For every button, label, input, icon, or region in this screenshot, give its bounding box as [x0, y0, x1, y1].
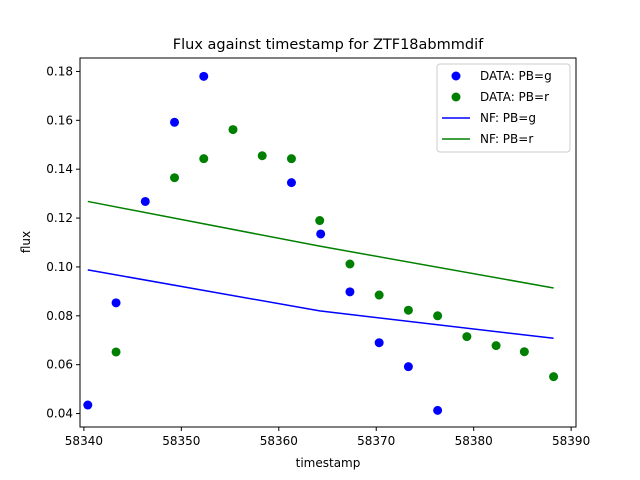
x-tick-label-1: 58350 [162, 434, 200, 448]
plot-marks [83, 71, 559, 415]
y-tick-label-3: 0.10 [46, 260, 73, 274]
legend-label-2: NF: PB=g [480, 111, 536, 125]
y-tick-label-0: 0.04 [46, 407, 73, 421]
data-point-s0-2 [140, 196, 150, 206]
x-tick-label-0: 58340 [65, 434, 103, 448]
y-tick-label-4: 0.12 [46, 211, 73, 225]
data-point-s1-2 [199, 154, 209, 164]
y-tick-label-5: 0.14 [46, 162, 73, 176]
data-point-s0-6 [316, 229, 326, 239]
y-tick-label-6: 0.16 [46, 113, 73, 127]
data-point-s1-5 [286, 154, 296, 164]
data-point-s0-5 [286, 178, 296, 188]
x-axis-label: timestamp [296, 456, 361, 470]
legend-label-3: NF: PB=r [480, 132, 533, 146]
data-point-s1-6 [315, 216, 325, 226]
plot-frame [79, 57, 577, 428]
y-axis-label: flux [19, 231, 33, 253]
legend-marker-1 [451, 92, 461, 102]
x-tick-label-3: 58370 [357, 434, 395, 448]
data-point-s0-9 [403, 362, 413, 372]
legend: DATA: PB=g DATA: PB=r NF: PB=g NF: PB=r [436, 63, 571, 153]
y-tick-label-2: 0.08 [46, 309, 73, 323]
legend-label-1: DATA: PB=r [480, 90, 549, 104]
x-tick-label-4: 58380 [455, 434, 493, 448]
data-point-s1-1 [170, 173, 180, 183]
x-axis: 58340 58350 58360 58370 58380 58390 [65, 427, 590, 448]
data-point-s0-4 [199, 71, 209, 81]
data-point-s1-14 [549, 372, 559, 382]
y-tick-label-7: 0.18 [46, 64, 73, 78]
data-point-s0-1 [111, 298, 121, 308]
data-point-s1-13 [519, 347, 529, 357]
legend-label-0: DATA: PB=g [480, 69, 552, 83]
data-point-s1-7 [345, 259, 355, 269]
data-point-s1-9 [403, 305, 413, 315]
data-point-s0-3 [170, 117, 180, 127]
data-point-s1-11 [462, 332, 472, 342]
data-point-s0-0 [83, 400, 93, 410]
y-tick-label-1: 0.06 [46, 358, 73, 372]
data-point-s0-10 [433, 405, 443, 415]
chart-title: Flux against timestamp for ZTF18abmmdif [173, 37, 484, 53]
x-tick-label-5: 58390 [552, 434, 590, 448]
data-point-s0-8 [374, 338, 384, 348]
series-line-2 [87, 269, 554, 340]
data-point-s1-0 [111, 347, 121, 357]
legend-box [436, 63, 571, 153]
legend-marker-0 [451, 71, 461, 81]
x-tick-label-2: 58360 [260, 434, 298, 448]
data-point-s1-3 [228, 125, 238, 135]
data-point-s1-10 [433, 311, 443, 321]
data-point-s1-8 [374, 290, 384, 300]
data-point-s0-7 [345, 287, 355, 297]
data-point-s1-12 [491, 341, 501, 351]
y-axis: 0.04 0.06 0.08 0.10 0.12 0.14 0.16 0.18 [46, 64, 80, 421]
data-point-s1-4 [257, 151, 267, 161]
series-line-3 [87, 200, 554, 289]
